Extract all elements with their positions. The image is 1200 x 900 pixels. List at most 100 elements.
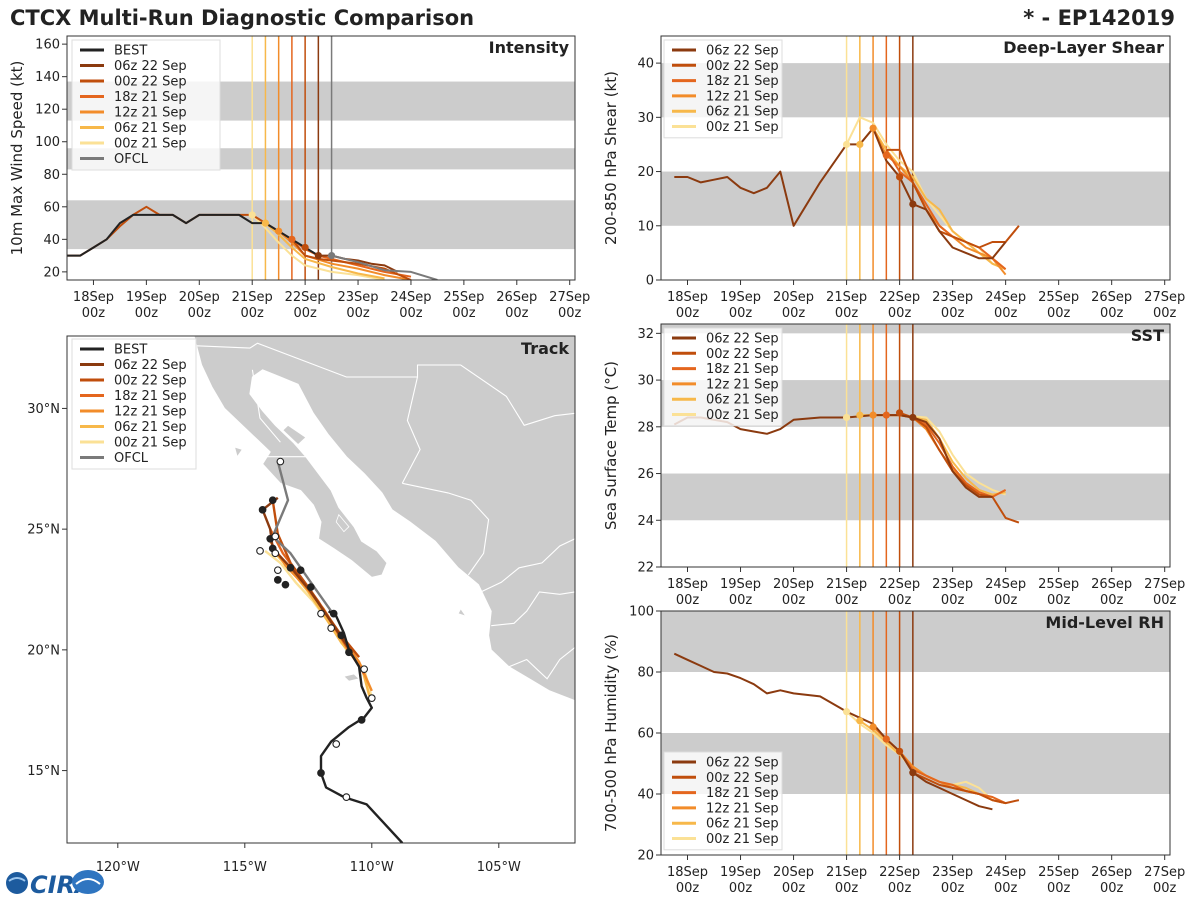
intensity-ytick-label-7: 160 <box>35 38 60 53</box>
intensity-ytick-label-5: 120 <box>35 103 60 118</box>
intensity-xtick-hour-9: 00z <box>558 306 582 321</box>
sst-xtick-day-1: 19Sep <box>720 577 761 592</box>
sst-xtick-day-9: 27Sep <box>1144 577 1185 592</box>
cira-logo: CIRA <box>6 870 104 899</box>
storm-id: * - EP142019 <box>1023 6 1175 30</box>
shear-xtick-hour-8: 00z <box>1100 306 1124 321</box>
rh-title: Mid-Level RH <box>1045 613 1164 632</box>
sst-ytick-label-4: 30 <box>637 374 654 389</box>
sst-plot-area <box>673 324 1020 567</box>
rh-ytick-label-3: 80 <box>637 666 654 681</box>
intensity-xtick-hour-1: 00z <box>135 306 159 321</box>
rh-xtick-hour-8: 00z <box>1100 881 1124 896</box>
intensity-legend-label-7: OFCL <box>114 152 149 167</box>
track-legend-label-4: 12z 21 Sep <box>114 405 187 420</box>
rh-xtick-hour-2: 00z <box>782 881 806 896</box>
track-point-16 <box>367 694 376 702</box>
map-island-3 <box>234 446 243 458</box>
intensity-legend-label-4: 12z 21 Sep <box>114 106 187 121</box>
map-border-6 <box>491 591 575 627</box>
track-frame <box>66 335 576 844</box>
logo-satellite-icon <box>72 870 104 894</box>
rh-marker-2 <box>869 723 877 731</box>
intensity-marker-5 <box>314 252 322 260</box>
intensity-legend-label-1: 06z 22 Sep <box>114 59 187 74</box>
figure-title: CTCX Multi-Run Diagnostic Comparison <box>10 6 474 30</box>
rh-legend-label-0: 06z 22 Sep <box>706 756 779 771</box>
intensity-plot-area <box>67 36 438 280</box>
rh-plot-area <box>673 611 1020 855</box>
rh-xtick-hour-6: 00z <box>994 881 1018 896</box>
track-point-18 <box>327 624 336 632</box>
intensity-xtick-hour-0: 00z <box>82 306 106 321</box>
track-point-14 <box>342 793 351 801</box>
intensity-ytick-label-1: 40 <box>43 233 60 248</box>
shear-plot-area <box>674 36 1020 280</box>
rh-ytick-label-4: 100 <box>629 605 654 620</box>
intensity-marker-1 <box>261 219 270 227</box>
rh-ytick-label-0: 20 <box>637 849 654 864</box>
shear-xtick-hour-4: 00z <box>888 306 912 321</box>
track-point-22 <box>256 547 264 555</box>
track-point-21 <box>271 549 280 558</box>
sst-xtick-hour-2: 00z <box>782 593 806 608</box>
intensity-xtick-hour-8: 00z <box>505 306 529 321</box>
rh-legend-label-5: 00z 21 Sep <box>706 832 779 847</box>
sst-marker-4 <box>895 409 904 417</box>
shear-xtick-day-5: 23Sep <box>932 290 973 305</box>
shear-xtick-hour-1: 00z <box>729 306 753 321</box>
intensity-xtick-day-2: 20Sep <box>179 290 220 305</box>
map-land <box>193 336 575 702</box>
intensity-band-0 <box>67 200 575 250</box>
shear-xtick-hour-0: 00z <box>676 306 700 321</box>
shear-xtick-hour-9: 00z <box>1153 306 1177 321</box>
sst-legend-label-3: 12z 21 Sep <box>706 377 779 392</box>
track-point-15 <box>332 740 341 748</box>
rh-marker-5 <box>909 769 917 777</box>
track-legend-label-0: BEST <box>114 343 147 358</box>
rh-ylabel: 700-500 hPa Humidity (%) <box>602 634 620 832</box>
rh-legend-label-4: 06z 21 Sep <box>706 817 779 832</box>
track-point-23 <box>271 532 280 541</box>
rh-marker-4 <box>895 747 904 755</box>
rh-xtick-hour-3: 00z <box>835 881 859 896</box>
rh-legend-box <box>663 751 783 851</box>
rh-xtick-day-6: 24Sep <box>985 865 1026 880</box>
shear-xtick-day-2: 20Sep <box>773 290 814 305</box>
sst-xtick-hour-5: 00z <box>941 593 965 608</box>
track-lat-label-3: 30°N <box>27 402 60 417</box>
sst-panel: 22242628303218Sep00z19Sep00z20Sep00z21Se… <box>602 323 1185 608</box>
rh-xtick-day-0: 18Sep <box>667 865 708 880</box>
intensity-ytick-label-6: 140 <box>35 70 60 85</box>
intensity-legend-label-3: 18z 21 Sep <box>114 90 187 105</box>
sst-legend-label-1: 00z 22 Sep <box>706 347 779 362</box>
shear-ytick-label-0: 0 <box>646 274 654 289</box>
sst-marker-5 <box>909 413 917 422</box>
rh-xtick-day-9: 27Sep <box>1144 865 1185 880</box>
sst-xtick-hour-9: 00z <box>1153 593 1177 608</box>
intensity-legend-box <box>71 39 221 171</box>
shear-marker-5 <box>909 200 917 208</box>
rh-legend-label-1: 00z 22 Sep <box>706 771 779 786</box>
sst-xtick-day-7: 25Sep <box>1038 577 1079 592</box>
track-lon-label-2: 110°W <box>350 860 394 875</box>
sst-frame <box>660 323 1171 568</box>
track-legend-label-2: 00z 22 Sep <box>114 374 187 389</box>
track-lat-label-1: 20°N <box>27 643 60 658</box>
intensity-xtick-day-0: 18Sep <box>73 290 114 305</box>
intensity-xtick-day-6: 24Sep <box>390 290 431 305</box>
shear-marker-0 <box>842 140 851 149</box>
sst-legend-label-0: 06z 22 Sep <box>706 332 779 347</box>
rh-xtick-day-1: 19Sep <box>720 865 761 880</box>
shear-ytick-label-3: 30 <box>637 111 654 126</box>
track-point-17 <box>360 665 369 674</box>
sst-band-2 <box>661 324 1170 334</box>
shear-frame <box>660 35 1171 281</box>
sst-xtick-hour-7: 00z <box>1047 593 1071 608</box>
rh-marker-0 <box>842 708 851 716</box>
